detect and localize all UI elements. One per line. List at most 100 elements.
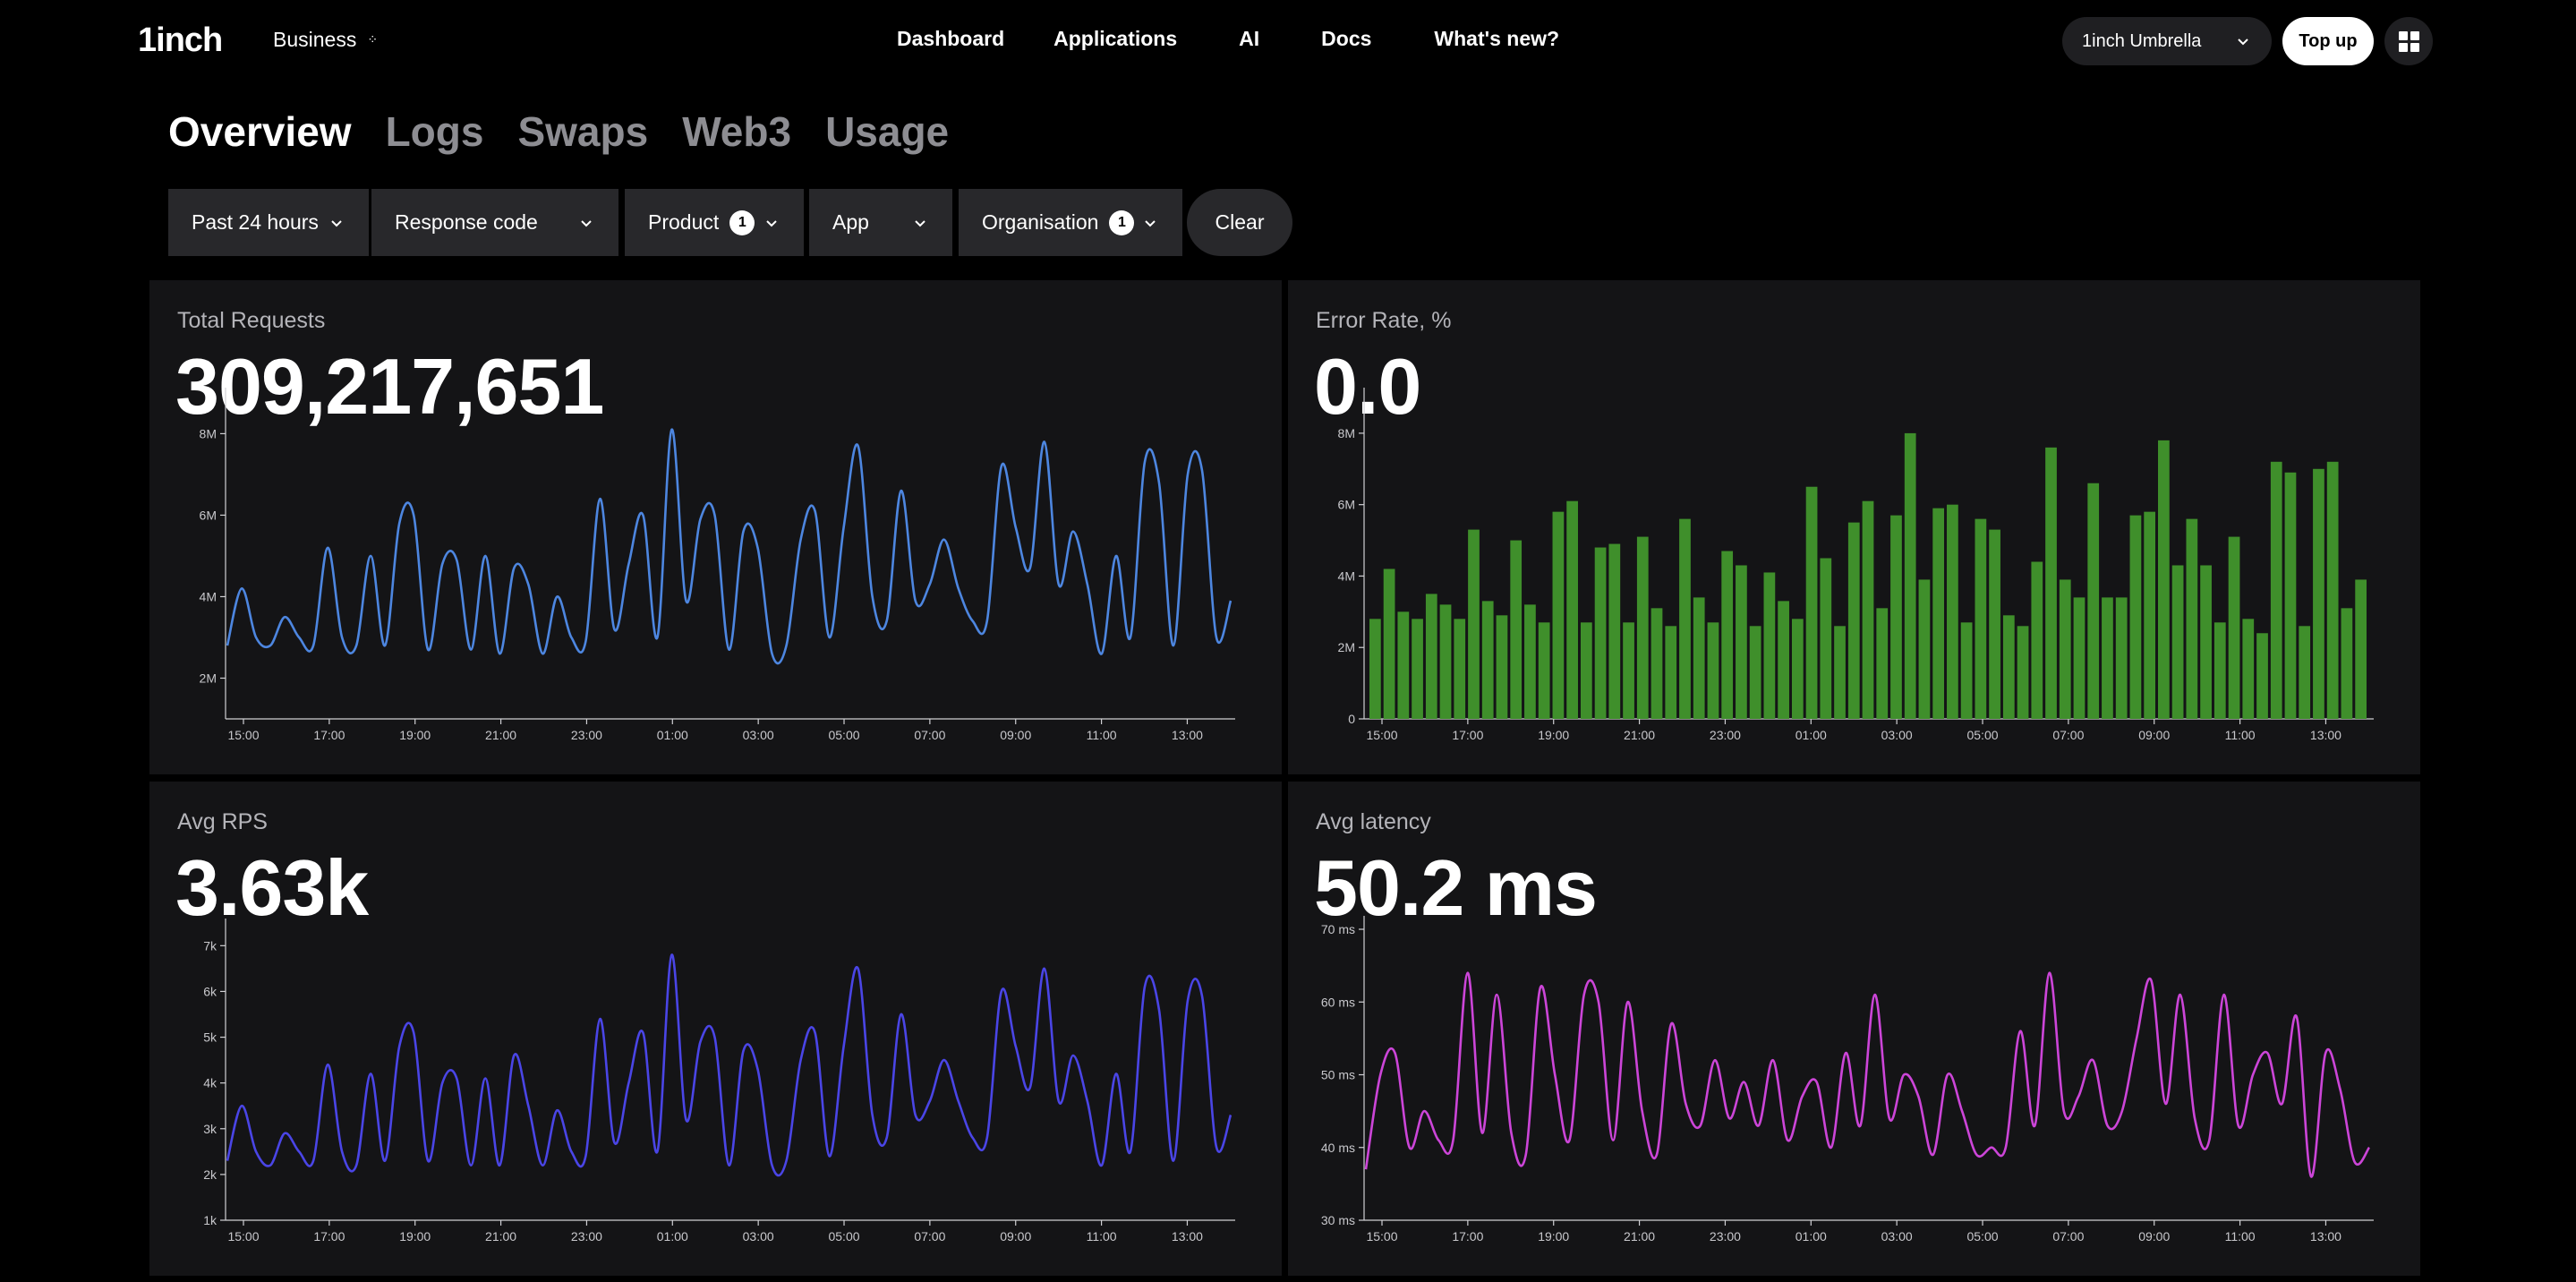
brand-logo[interactable]: 1inch [138, 21, 223, 59]
error-rate-bar [2129, 515, 2142, 719]
error-rate-bar [1651, 608, 1663, 719]
y-tick-label: 6k [203, 984, 218, 998]
error-rate-bar [1876, 608, 1889, 719]
x-tick-label: 23:00 [1710, 1229, 1741, 1244]
error-rate-bar [1552, 511, 1565, 719]
time-range-filter[interactable]: Past 24 hours [168, 189, 369, 256]
tab-swaps[interactable]: Swaps [517, 108, 649, 155]
error-rate-bar [1904, 432, 1916, 719]
x-tick-label: 19:00 [1538, 1229, 1569, 1244]
apps-menu-button[interactable] [2384, 17, 2433, 65]
nav-whats-new[interactable]: What's new? [1434, 27, 1560, 50]
error-rate-bar [1862, 500, 1874, 719]
y-tick-label: 7k [203, 938, 218, 953]
y-tick-label: 50 ms [1321, 1068, 1355, 1082]
tab-overview[interactable]: Overview [168, 108, 352, 155]
tab-logs[interactable]: Logs [385, 108, 484, 155]
error-rate-bar [1594, 547, 1607, 719]
error-rate-bar [1679, 518, 1691, 719]
error-rate-bar [2059, 579, 2071, 719]
error-rate-bar [1763, 572, 1776, 719]
x-tick-label: 19:00 [399, 728, 431, 742]
x-tick-label: 11:00 [1087, 1229, 1117, 1244]
time-range-label: Past 24 hours [192, 210, 319, 234]
error-rate-bar [2326, 461, 2339, 719]
series-line [226, 953, 1233, 1177]
error-rate-bar [2186, 518, 2198, 719]
organisation-filter[interactable]: Organisation 1 [959, 189, 1182, 256]
organisation-select-label: 1inch Umbrella [2082, 30, 2202, 51]
error-rate-bar [1468, 529, 1480, 719]
y-tick-label: 6M [1338, 498, 1355, 512]
error-rate-bar [2115, 597, 2128, 719]
error-rate-bar [1989, 529, 2000, 719]
x-tick-label: 07:00 [914, 728, 945, 742]
switch-icon: ⁘ [367, 32, 379, 47]
error-rate-bar [1736, 565, 1747, 719]
error-rate-bar [1383, 568, 1395, 719]
error-rate-bar [1960, 622, 1973, 719]
product-filter[interactable]: Product 1 [625, 189, 804, 256]
product-label: Product [648, 210, 720, 234]
chart-svg: 0 2M 4M 6M 8M 15:00 17:00 19:00 21:00 23:00 01:00 0… [1338, 388, 2374, 742]
tab-web3[interactable]: Web3 [682, 108, 792, 155]
error-rate-bar [1707, 622, 1719, 719]
card-title: Total Requests [177, 308, 326, 333]
error-rate-bar [1665, 626, 1677, 719]
x-tick-label: 15:00 [227, 728, 259, 742]
error-rate-bar [1397, 611, 1410, 719]
card-value: 309,217,651 [175, 342, 604, 431]
x-tick-label: 17:00 [1452, 1229, 1483, 1244]
y-tick-label: 4M [200, 589, 217, 603]
error-rate-bar [1778, 601, 1789, 719]
nav-docs[interactable]: Docs [1321, 27, 1372, 50]
error-rate-bar [1693, 597, 1705, 719]
error-rate-bar [1791, 619, 1804, 719]
tab-usage[interactable]: Usage [825, 108, 950, 155]
clear-filters-button[interactable]: Clear [1187, 189, 1292, 256]
app-filter[interactable]: App [809, 189, 952, 256]
x-tick-label: 09:00 [1000, 728, 1031, 742]
error-rate-bar [2045, 447, 2057, 719]
x-tick-label: 07:00 [914, 1229, 945, 1244]
organisation-select[interactable]: 1inch Umbrella [2062, 17, 2272, 65]
nav-dashboard[interactable]: Dashboard [897, 27, 1005, 50]
card-value: 0.0 [1314, 342, 1421, 431]
error-rate-bar [1481, 601, 1494, 719]
response-code-label: Response code [395, 210, 538, 234]
nav-ai[interactable]: AI [1239, 27, 1260, 50]
nav-applications[interactable]: Applications [1053, 27, 1178, 50]
error-rate-bar [1369, 619, 1381, 719]
error-rate-bar [1439, 604, 1452, 719]
x-tick-label: 19:00 [1538, 728, 1569, 742]
y-tick-label: 2k [203, 1167, 218, 1182]
product-count-badge: 1 [729, 209, 755, 235]
x-tick-label: 03:00 [1881, 728, 1913, 742]
x-tick-label: 09:00 [2138, 1229, 2170, 1244]
top-up-button[interactable]: Top up [2282, 17, 2374, 65]
error-rate-bar [1623, 622, 1634, 719]
error-rate-bar [2200, 565, 2212, 719]
x-tick-label: 21:00 [1624, 728, 1655, 742]
x-tick-label: 01:00 [657, 1229, 688, 1244]
y-tick-label: 2M [1338, 640, 1355, 654]
error-rate-bar [2002, 615, 2015, 719]
x-tick-label: 23:00 [571, 1229, 602, 1244]
x-tick-label: 03:00 [743, 728, 774, 742]
workspace-switcher[interactable]: Business ⁘ [273, 28, 378, 52]
error-rate-bar [2158, 440, 2170, 719]
x-tick-label: 15:00 [1366, 728, 1397, 742]
workspace-label: Business [273, 28, 357, 51]
chevron-down-icon [915, 219, 925, 226]
x-tick-label: 07:00 [2052, 728, 2084, 742]
error-rate-bar [1566, 500, 1578, 719]
error-rate-card: Error Rate, % 0.0 0 2M 4M 6M 8M 15:00 17:00 19:… [1288, 280, 2420, 774]
response-code-filter[interactable]: Response code [371, 189, 618, 256]
y-tick-label: 3k [203, 1122, 218, 1136]
error-rate-bar [1820, 558, 1832, 719]
x-tick-label: 09:00 [2138, 728, 2170, 742]
product-filter-content: Product 1 [648, 209, 755, 235]
x-tick-label: 21:00 [485, 1229, 516, 1244]
y-tick-label: 1k [203, 1213, 218, 1227]
chevron-down-icon [766, 219, 777, 226]
